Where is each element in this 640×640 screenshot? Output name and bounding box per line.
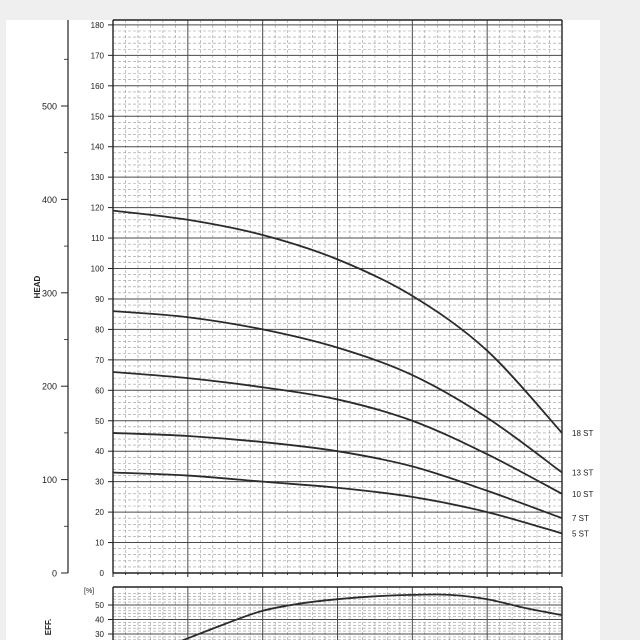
series-label: 10 ST (572, 490, 593, 499)
eff-series (181, 593, 563, 640)
right-tick-label: 110 (91, 234, 104, 243)
eff-unit-label: [%] (84, 588, 94, 595)
right-tick-label: 100 (91, 265, 105, 274)
efficiency-curve (181, 593, 563, 640)
right-tick-label: 160 (91, 82, 105, 91)
right-tick-label: 40 (95, 447, 104, 456)
eff-axis-label: EFF. (44, 619, 53, 635)
eff-axes: 30 40 50[%] EFF. (44, 586, 563, 640)
head-series: 18 ST 13 ST 10 ST 7 ST 5 ST (112, 209, 593, 538)
curve-5-st (112, 471, 563, 535)
left-tick-label: 0 (52, 569, 57, 579)
series-label: 18 ST (572, 429, 593, 438)
right-tick-label: 60 (95, 386, 104, 395)
left-tick-label: 200 (42, 382, 57, 392)
right-tick-label: 50 (95, 417, 104, 426)
left-tick-label: 400 (42, 195, 57, 205)
right-tick-label: 10 (95, 539, 104, 548)
eff-tick-label: 30 (95, 630, 104, 639)
right-tick-label: 0 (100, 569, 105, 578)
right-tick-label: 20 (95, 508, 104, 517)
right-tick-label: 150 (91, 112, 105, 121)
right-tick-label: 70 (95, 356, 104, 365)
head-grid (112, 20, 563, 573)
right-band (600, 20, 640, 640)
top-band (0, 0, 640, 20)
left-tick-label: 300 (42, 288, 57, 298)
eff-tick-label: 40 (95, 616, 104, 625)
right-tick-label: 170 (91, 51, 105, 60)
curve-10-st (112, 371, 563, 495)
head-axis-label: HEAD (33, 275, 42, 298)
left-tick-label: 500 (42, 102, 57, 112)
curve-7-st (112, 432, 563, 520)
right-tick-label: 80 (95, 325, 104, 334)
head-axes: 0 100 200 300 400 500 10 20 30 40 50 60 70 80 90 100 110… (33, 19, 563, 579)
right-tick-label: 120 (91, 204, 105, 213)
left-band (0, 20, 6, 640)
right-tick-label: 180 (91, 21, 105, 30)
right-tick-label: 130 (91, 173, 105, 182)
curve-13-st (112, 310, 563, 474)
right-tick-label: 30 (95, 478, 104, 487)
left-tick-label: 100 (42, 475, 57, 485)
eff-tick-label: 50 (95, 601, 104, 610)
eff-grid (112, 587, 563, 640)
curve-18-st (112, 209, 563, 434)
right-tick-label: 90 (95, 295, 104, 304)
series-label: 7 ST (572, 514, 589, 523)
series-label: 5 ST (572, 529, 589, 538)
series-label: 13 ST (572, 469, 593, 478)
right-tick-label: 140 (91, 143, 105, 152)
